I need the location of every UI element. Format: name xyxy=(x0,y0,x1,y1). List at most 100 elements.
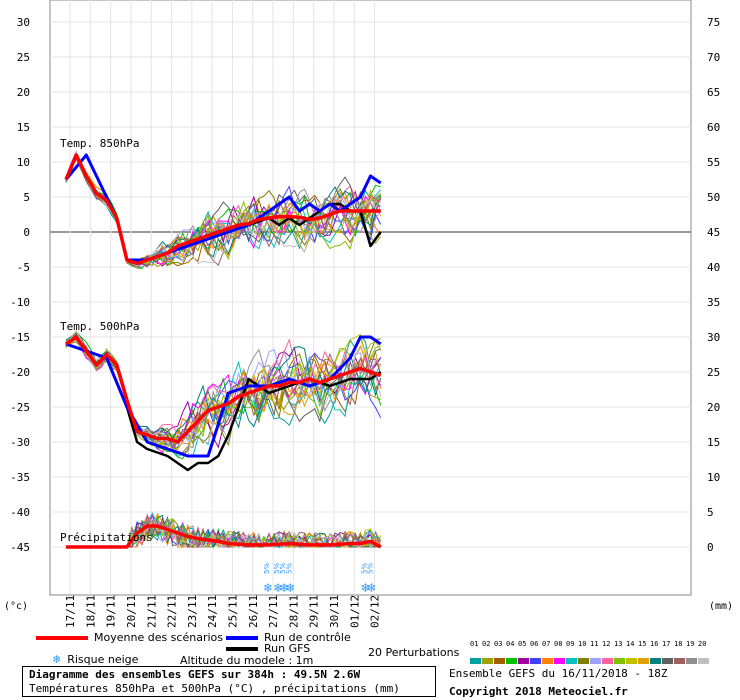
perturbation-number: 15 xyxy=(638,640,647,648)
mean-line-850 xyxy=(64,153,381,266)
perturbation-number: 10 xyxy=(578,640,587,648)
perturbation-number: 05 xyxy=(518,640,527,648)
mean-line-precip xyxy=(66,524,382,549)
panel-label-500: Temp. 500hPa xyxy=(60,320,139,333)
right-unit-label: (mm) xyxy=(709,601,733,612)
left-tick-label: -40 xyxy=(10,506,30,519)
legend-mean: Moyenne des scénarios xyxy=(36,631,223,644)
panel-label-850: Temp. 850hPa xyxy=(60,137,139,150)
perturbation-number: 06 xyxy=(530,640,539,648)
panel-label-precip: Précipitations xyxy=(60,531,153,544)
x-tick-label: 27/11 xyxy=(267,595,280,628)
left-tick-label: 15 xyxy=(17,121,30,134)
snowflake-icon: ❄ xyxy=(52,653,62,666)
left-tick-label: 0 xyxy=(23,226,30,239)
altitude-label: Altitude du modele : 1m xyxy=(180,654,314,667)
snow-percent-label: 5% xyxy=(285,563,293,574)
legend-control: Run de contrôle xyxy=(226,631,351,644)
snowflake-icon: ❄ xyxy=(367,581,377,595)
snowflake-icon: ❄ xyxy=(279,581,289,595)
legend-control-label: Run de contrôle xyxy=(264,631,351,644)
x-tick-label: 24/11 xyxy=(206,595,219,628)
snow-marks: 5%❄5%❄5%❄5%❄5%❄5%❄ xyxy=(263,563,377,595)
left-tick-label: 10 xyxy=(17,156,30,169)
perturbation-swatch xyxy=(530,658,541,664)
perturbation-swatch xyxy=(638,658,649,664)
left-tick-label: -5 xyxy=(17,261,30,274)
right-tick-label: 0 xyxy=(707,541,714,554)
perturbation-swatch xyxy=(518,658,529,664)
perturbation-swatch xyxy=(554,658,565,664)
x-tick-label: 25/11 xyxy=(226,595,239,628)
mean-line-500 xyxy=(65,335,382,444)
left-tick-label: -45 xyxy=(10,541,30,554)
perturbation-number: 02 xyxy=(482,640,491,648)
x-tick-label: 19/11 xyxy=(105,595,118,628)
snowflake-icon: ❄ xyxy=(360,581,370,595)
perturbation-number: 18 xyxy=(674,640,683,648)
perturbation-number: 17 xyxy=(662,640,671,648)
right-tick-label: 5 xyxy=(707,506,714,519)
x-tick-label: 20/11 xyxy=(125,595,138,628)
x-tick-label: 23/11 xyxy=(186,595,199,628)
perturbation-swatch xyxy=(674,658,685,664)
right-tick-label: 75 xyxy=(707,16,720,29)
snow-percent-label: 5% xyxy=(273,563,281,574)
left-tick-label: -30 xyxy=(10,436,30,449)
x-tick-label: 22/11 xyxy=(166,595,179,628)
perturbation-number: 14 xyxy=(626,640,635,648)
left-tick-label: 30 xyxy=(17,16,30,29)
right-tick-label: 40 xyxy=(707,261,720,274)
perturbation-number: 11 xyxy=(590,640,599,648)
perturbation-swatch xyxy=(698,658,709,664)
right-tick-label: 30 xyxy=(707,331,720,344)
snow-percent-label: 5% xyxy=(367,563,375,574)
run-label: Ensemble GEFS du 16/11/2018 - 18Z xyxy=(449,667,668,680)
x-tick-label: 29/11 xyxy=(308,595,321,628)
snow-percent-label: 5% xyxy=(360,563,368,574)
left-tick-label: -25 xyxy=(10,401,30,414)
perturbation-swatch xyxy=(686,658,697,664)
x-tick-label: 28/11 xyxy=(287,595,300,628)
perturbation-swatch xyxy=(578,658,589,664)
x-tick-label: 01/12 xyxy=(348,595,361,628)
left-tick-label: -35 xyxy=(10,471,30,484)
perturbation-swatch xyxy=(590,658,601,664)
perturbation-swatches xyxy=(470,649,710,668)
left-tick-label: -15 xyxy=(10,331,30,344)
chart-title: Diagramme des ensembles GEFS sur 384h : … xyxy=(29,668,361,681)
left-tick-label: -20 xyxy=(10,366,30,379)
right-tick-label: 70 xyxy=(707,51,720,64)
snow-percent-label: 5% xyxy=(279,563,287,574)
perturbation-swatch xyxy=(566,658,577,664)
left-tick-label: -10 xyxy=(10,296,30,309)
right-tick-label: 20 xyxy=(707,401,720,414)
grid xyxy=(50,0,691,595)
mean-line-swatch xyxy=(36,636,88,640)
right-tick-label: 50 xyxy=(707,191,720,204)
right-tick-label: 10 xyxy=(707,471,720,484)
x-tick-label: 30/11 xyxy=(328,595,341,628)
x-tick-label: 21/11 xyxy=(145,595,158,628)
legend-snow: ❄ Risque neige xyxy=(52,653,138,666)
perturbation-number: 07 xyxy=(542,640,551,648)
snow-percent-label: 5% xyxy=(263,563,271,574)
right-tick-label: 35 xyxy=(707,296,720,309)
legend-gfs: Run GFS xyxy=(226,642,310,655)
perturbation-swatch xyxy=(482,658,493,664)
perturbation-swatch xyxy=(626,658,637,664)
control-line-swatch xyxy=(226,636,258,640)
plot-area xyxy=(49,0,692,596)
right-tick-label: 60 xyxy=(707,121,720,134)
snowflake-icon: ❄ xyxy=(285,581,295,595)
perturbation-number: 03 xyxy=(494,640,503,648)
perturbation-swatch xyxy=(602,658,613,664)
perturbations-label: 20 Perturbations xyxy=(368,646,460,659)
right-tick-label: 15 xyxy=(707,436,720,449)
snowflake-icon: ❄ xyxy=(263,581,273,595)
perturbation-swatch xyxy=(614,658,625,664)
perturbation-number: 20 xyxy=(698,640,707,648)
perturbation-number: 19 xyxy=(686,640,695,648)
perturbation-swatch xyxy=(494,658,505,664)
